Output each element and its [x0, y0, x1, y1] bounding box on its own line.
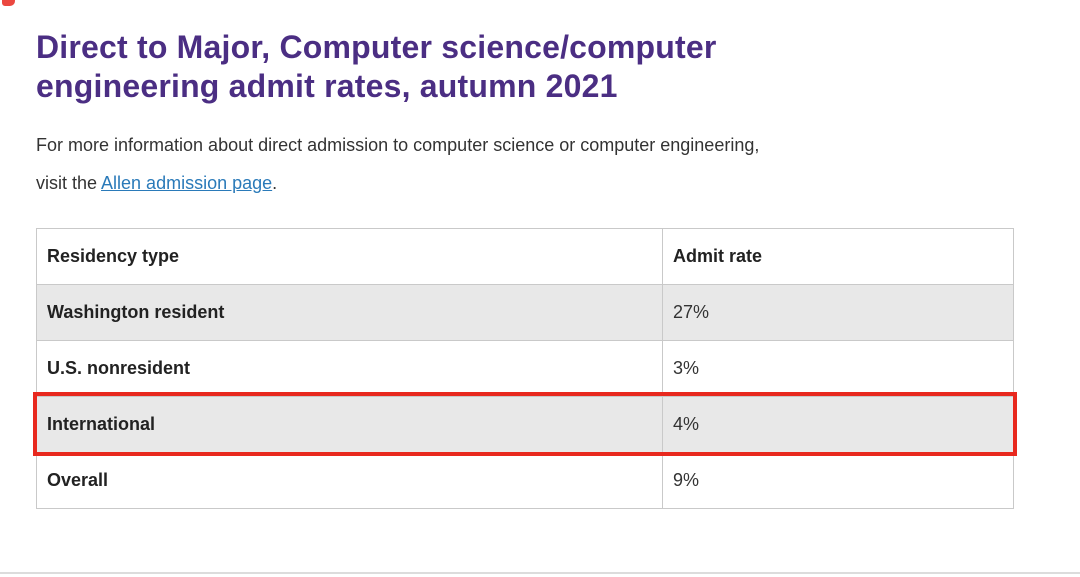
rate-cell: 3% [673, 358, 700, 378]
corner-annotation-artifact [2, 0, 15, 6]
table-row-overall: Overall 9% [37, 452, 1013, 508]
page-title: Direct to Major, Computer science/comput… [36, 28, 1044, 106]
residency-cell: Overall [37, 453, 663, 508]
rate-cell: 9% [673, 470, 700, 490]
intro-text-suffix: . [272, 173, 278, 193]
table-row-us-nonresident: U.S. nonresident 3% [37, 340, 1013, 396]
residency-cell: International [37, 397, 663, 452]
admit-rates-table: Residency type Admit rate Washington res… [36, 228, 1014, 509]
residency-cell: Washington resident [37, 285, 663, 340]
column-header-admit-rate: Admit rate [673, 246, 763, 266]
rate-cell: 4% [673, 414, 700, 434]
column-header-residency-type: Residency type [37, 229, 663, 284]
bottom-divider [0, 572, 1080, 574]
page-title-line1: Direct to Major, Computer science/comput… [36, 29, 717, 65]
table-header-row: Residency type Admit rate [37, 229, 1013, 284]
rate-cell: 27% [673, 302, 710, 322]
residency-cell: U.S. nonresident [37, 341, 663, 396]
table-row-international-highlighted: International 4% [37, 396, 1013, 452]
content-area: Direct to Major, Computer science/comput… [36, 28, 1044, 509]
table-row-washington-resident: Washington resident 27% [37, 284, 1013, 340]
page-title-line2: engineering admit rates, autumn 2021 [36, 68, 618, 104]
intro-text-line1: For more information about direct admiss… [36, 135, 760, 155]
allen-admission-link[interactable]: Allen admission page [101, 173, 273, 193]
intro-text-line2-prefix: visit the [36, 173, 102, 193]
intro-paragraph: For more information about direct admiss… [36, 126, 1044, 202]
